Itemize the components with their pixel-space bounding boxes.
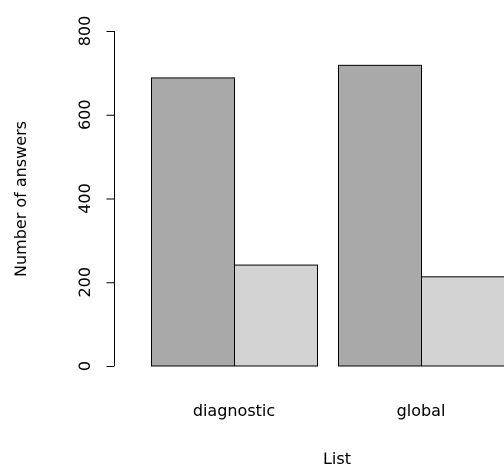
x-category-label: global: [397, 401, 446, 420]
y-tick-label: 0: [75, 361, 94, 371]
y-tick-label: 200: [75, 267, 94, 298]
x-axis-title: List: [323, 449, 351, 468]
bar-global-1: [338, 64, 422, 367]
category-labels: diagnostic global: [193, 401, 446, 420]
bar-global-2: [421, 276, 504, 367]
y-tick-label: 800: [75, 16, 94, 47]
bars-layer: [151, 64, 504, 367]
y-axis-title: Number of answers: [11, 121, 30, 277]
y-tick-label: 400: [75, 183, 94, 214]
y-tick-label: 600: [75, 99, 94, 130]
bar-diagnostic-1: [151, 77, 235, 367]
bar-diagnostic-2: [234, 264, 318, 367]
x-category-label: diagnostic: [193, 401, 275, 420]
y-axis: 0 200 400 600 800: [75, 16, 115, 371]
